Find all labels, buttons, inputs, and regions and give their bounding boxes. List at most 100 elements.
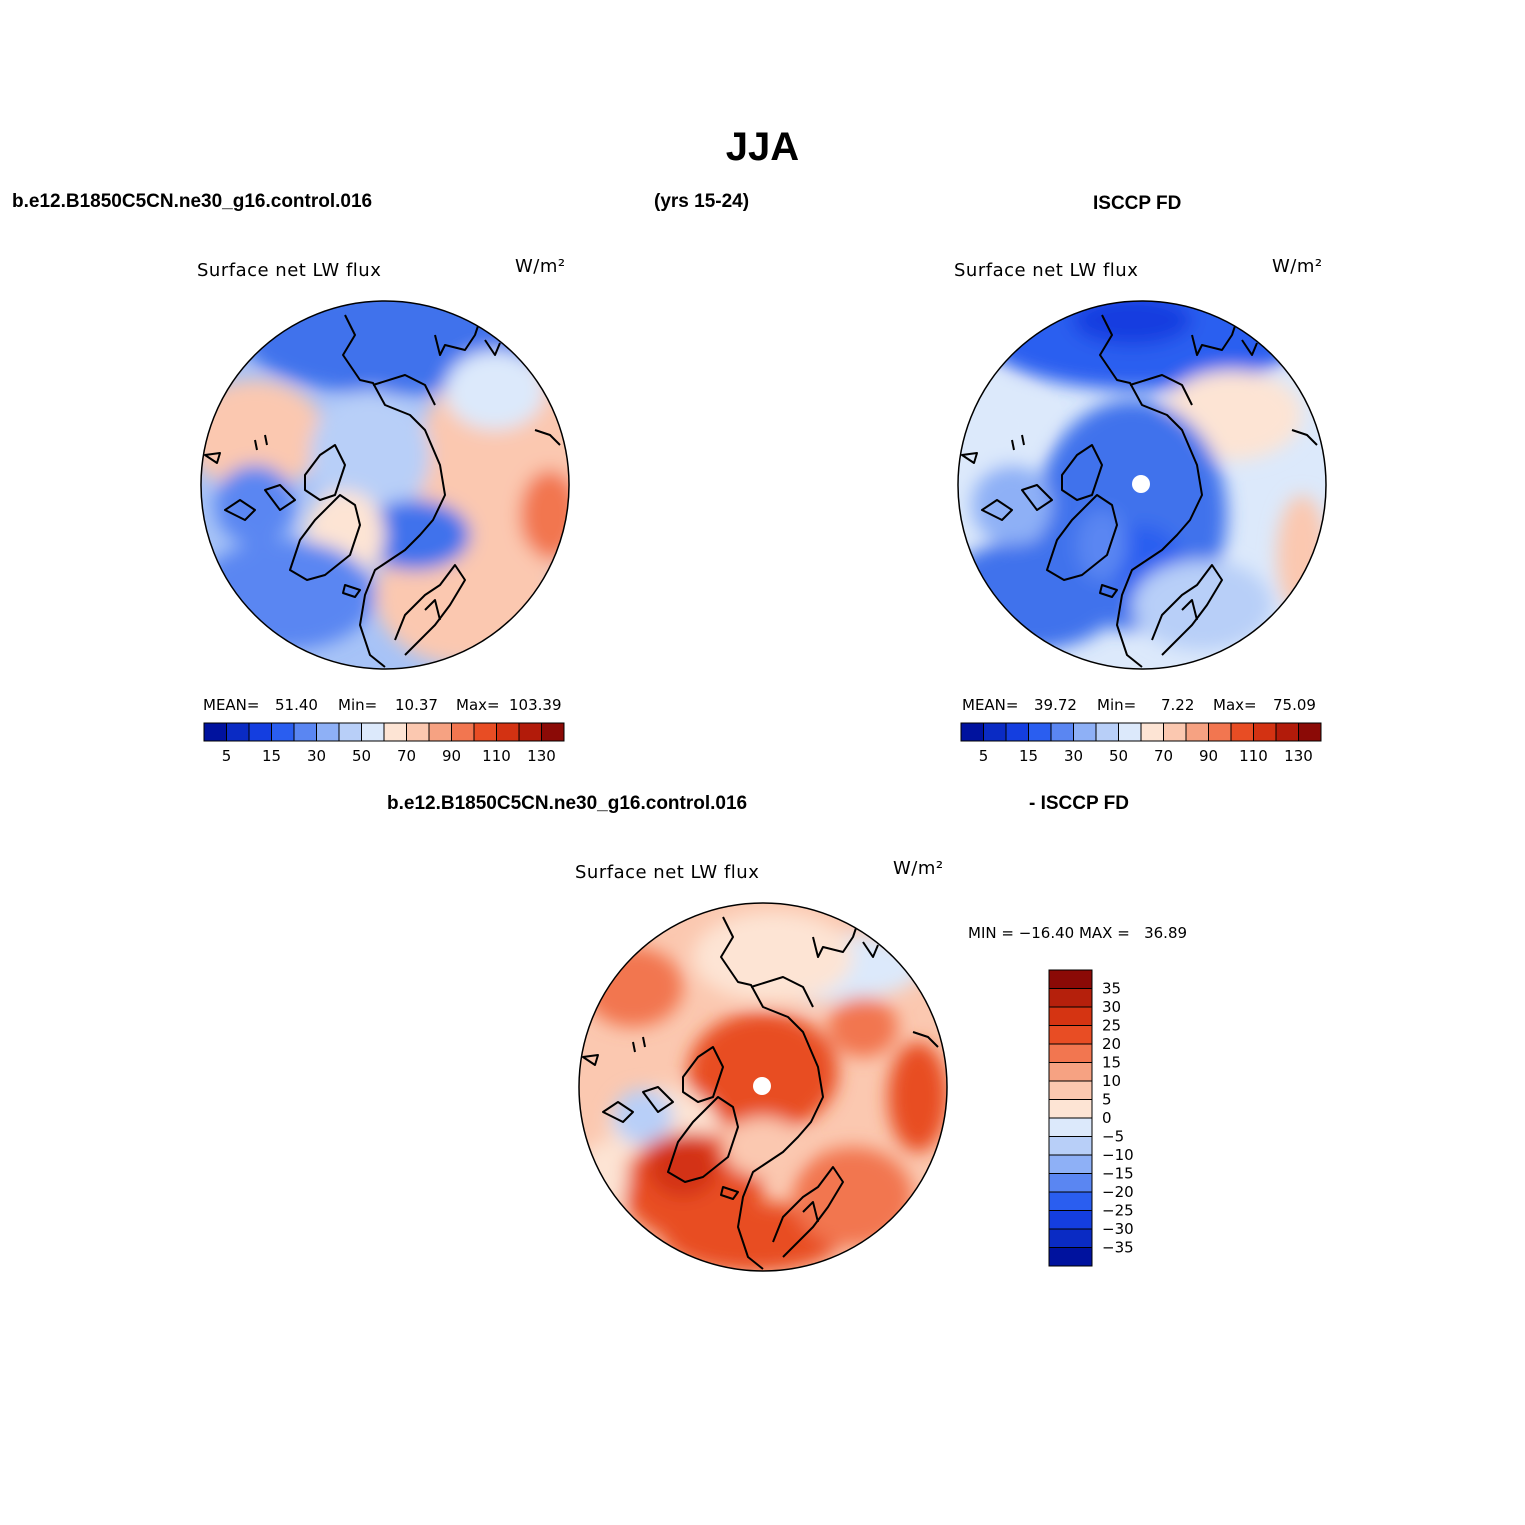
- colorbar-box: [406, 722, 430, 742]
- colorbar-box: [226, 722, 250, 742]
- obs-panel-units: W/m²: [1272, 256, 1323, 277]
- colorbar-box: [1163, 722, 1187, 742]
- colorbar-tick-label: −35: [1102, 1239, 1134, 1257]
- colorbar-tick-label: 110: [482, 747, 511, 765]
- colorbar-tick-label: −30: [1102, 1220, 1134, 1238]
- colorbar-box: [1073, 722, 1097, 742]
- colorbar-tick-label: 90: [1199, 747, 1218, 765]
- colorbar-tick-label: 25: [1102, 1017, 1121, 1035]
- obs-max-value: 75.09: [1273, 696, 1316, 714]
- colorbar-box: [1048, 1025, 1093, 1045]
- model-colorbar: 5 15 30 50 70 90 110 130: [203, 722, 565, 765]
- colorbar-tick-label: 15: [1102, 1054, 1121, 1072]
- colorbar-box: [203, 722, 227, 742]
- colorbar-tick-label: −20: [1102, 1183, 1134, 1201]
- model-panel-title: Surface net LW flux: [197, 260, 382, 281]
- colorbar-box: [1185, 722, 1209, 742]
- colorbar-box: [1253, 722, 1277, 742]
- colorbar-tick-label: −5: [1102, 1128, 1124, 1146]
- colorbar-box: [1118, 722, 1142, 742]
- colorbar-tick-label: 35: [1102, 980, 1121, 998]
- colorbar-box: [1048, 1043, 1093, 1063]
- obs-mean-value: 39.72: [1034, 696, 1077, 714]
- colorbar-tick-label: 5: [979, 747, 989, 765]
- colorbar-box: [1275, 722, 1299, 742]
- years-header: (yrs 15-24): [654, 191, 750, 212]
- model-max-value: 103.39: [509, 696, 562, 714]
- colorbar-tick-label: 50: [352, 747, 371, 765]
- model-mean-value: 51.40: [275, 696, 318, 714]
- colorbar-box: [1048, 1154, 1093, 1174]
- colorbar-tick-label: −15: [1102, 1165, 1134, 1183]
- colorbar-box: [1230, 722, 1254, 742]
- colorbar-box: [428, 722, 452, 742]
- model-min-value: 10.37: [395, 696, 438, 714]
- colorbar-box: [473, 722, 497, 742]
- colorbar-box: [1140, 722, 1164, 742]
- colorbar-tick-label: 0: [1102, 1109, 1112, 1127]
- colorbar-box: [1028, 722, 1052, 742]
- diff-minmax: MIN = −16.40 MAX = 36.89: [968, 924, 1188, 942]
- colorbar-box: [361, 722, 385, 742]
- colorbar-box: [1208, 722, 1232, 742]
- obs-polar-map: [957, 300, 1327, 670]
- colorbar-tick-label: −25: [1102, 1202, 1134, 1220]
- colorbar-box: [1005, 722, 1029, 742]
- colorbar-box: [1048, 1006, 1093, 1026]
- colorbar-box: [1048, 1136, 1093, 1156]
- colorbar-tick-label: 130: [527, 747, 556, 765]
- model-max-label: Max=: [456, 696, 500, 714]
- model-polar-map: [200, 300, 570, 670]
- diff-panel-title: Surface net LW flux: [575, 862, 760, 883]
- colorbar-box: [248, 722, 272, 742]
- obs-min-value: 7.22: [1161, 696, 1195, 714]
- obs-min-label: Min=: [1097, 696, 1137, 714]
- colorbar-box: [271, 722, 295, 742]
- colorbar-box: [1048, 1062, 1093, 1082]
- colorbar-box: [1048, 1080, 1093, 1100]
- colorbar-tick-label: 30: [1102, 998, 1121, 1016]
- colorbar-box: [1048, 1117, 1093, 1137]
- colorbar-box: [983, 722, 1007, 742]
- diff-case-name: b.e12.B1850C5CN.ne30_g16.control.016: [387, 793, 748, 814]
- colorbar-tick-label: 30: [1064, 747, 1083, 765]
- colorbar-tick-label: 70: [397, 747, 416, 765]
- colorbar-box: [316, 722, 340, 742]
- model-min-label: Min=: [338, 696, 378, 714]
- colorbar-box: [293, 722, 317, 742]
- colorbar-box: [451, 722, 475, 742]
- colorbar-tick-label: 110: [1239, 747, 1268, 765]
- colorbar-box: [338, 722, 362, 742]
- colorbar-box: [1048, 1191, 1093, 1211]
- diff-panel-units: W/m²: [893, 858, 944, 879]
- obs-colorbar: 5 15 30 50 70 90 110 130: [960, 722, 1322, 765]
- obs-max-label: Max=: [1213, 696, 1257, 714]
- colorbar-tick-label: 90: [442, 747, 461, 765]
- colorbar-box: [1050, 722, 1074, 742]
- colorbar-box: [1048, 1247, 1093, 1267]
- colorbar-box: [541, 722, 565, 742]
- colorbar-box: [1095, 722, 1119, 742]
- colorbar-tick-label: 5: [1102, 1091, 1112, 1109]
- model-mean-label: MEAN=: [203, 696, 260, 714]
- colorbar-box: [1048, 1210, 1093, 1230]
- colorbar-tick-label: −10: [1102, 1146, 1134, 1164]
- colorbar-box: [1048, 988, 1093, 1008]
- colorbar-tick-label: 50: [1109, 747, 1128, 765]
- diff-polar-map: [578, 902, 948, 1272]
- colorbar-tick-label: 5: [222, 747, 232, 765]
- obs-panel-title: Surface net LW flux: [954, 260, 1139, 281]
- colorbar-box: [383, 722, 407, 742]
- case-name-header: b.e12.B1850C5CN.ne30_g16.control.016: [12, 191, 373, 212]
- colorbar-box: [1048, 1099, 1093, 1119]
- colorbar-tick-label: 10: [1102, 1072, 1121, 1090]
- colorbar-box: [496, 722, 520, 742]
- colorbar-box: [1048, 969, 1093, 989]
- colorbar-tick-label: 130: [1284, 747, 1313, 765]
- main-title: JJA: [725, 125, 800, 169]
- diff-obs-name: - ISCCP FD: [1029, 793, 1129, 814]
- obs-name-header: ISCCP FD: [1093, 193, 1182, 214]
- colorbar-box: [1048, 1173, 1093, 1193]
- colorbar-box: [960, 722, 984, 742]
- colorbar-tick-label: 70: [1154, 747, 1173, 765]
